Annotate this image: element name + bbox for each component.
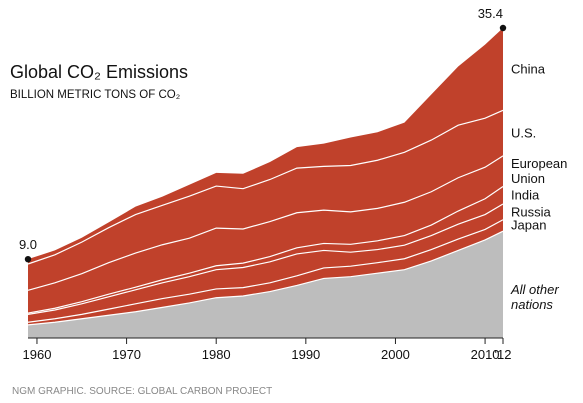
- series-divider: [27, 203, 504, 315]
- x-tick-label: 2000: [381, 347, 410, 362]
- chart-subtitle: BILLION METRIC TONS OF CO₂: [10, 89, 181, 101]
- series-divider: [27, 230, 504, 326]
- x-tick-label: 1960: [23, 347, 52, 362]
- series-divider: [27, 219, 504, 323]
- area: [28, 110, 503, 291]
- total-marker: [24, 255, 32, 263]
- series-label: U.S.: [511, 125, 537, 141]
- series-divider: [27, 109, 504, 265]
- x-tick-label: 1970: [112, 347, 141, 362]
- total-label: 9.0: [19, 237, 37, 252]
- total-label: 35.4: [478, 6, 503, 21]
- area: [28, 231, 503, 338]
- series-divider: [27, 186, 504, 314]
- series-label: European Union: [511, 156, 568, 187]
- area: [28, 155, 503, 314]
- source-note: NGM GRAPHIC. SOURCE: GLOBAL CARBON PROJE…: [12, 386, 273, 397]
- series-label: India: [511, 187, 540, 203]
- series-label: Russia: [511, 204, 551, 220]
- series-label: China: [511, 61, 545, 77]
- series-divider: [27, 155, 504, 291]
- area: [28, 28, 503, 265]
- series-label: All other nations: [511, 281, 559, 312]
- x-tick-label: 1990: [291, 347, 320, 362]
- x-tick-label: 1980: [202, 347, 231, 362]
- total-marker: [499, 24, 507, 32]
- chart-title: Global CO₂ Emissions: [10, 62, 189, 82]
- x-tick-label: 2010: [471, 347, 500, 362]
- series-label: Japan: [511, 217, 547, 233]
- x-tick-label: '12: [495, 347, 512, 362]
